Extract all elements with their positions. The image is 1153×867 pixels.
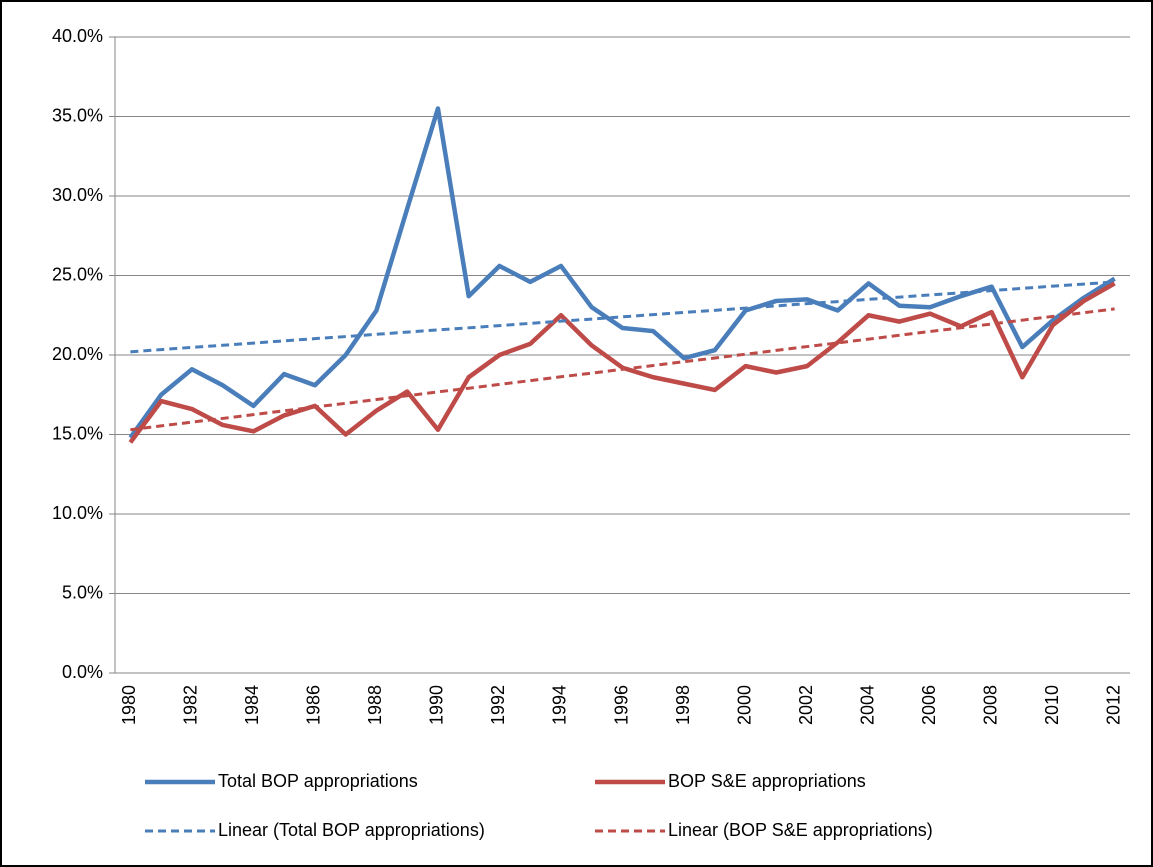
x-tick-label: 1996 [611, 685, 631, 725]
series-line [128, 106, 1116, 439]
x-tick-label: 1990 [427, 685, 447, 725]
legend-label: Linear (Total BOP appropriations) [218, 820, 485, 840]
legend-label: Linear (BOP S&E appropriations) [668, 820, 933, 840]
x-tick-label: 1982 [181, 685, 201, 725]
trend-line [130, 307, 1115, 432]
legend-label: BOP S&E appropriations [668, 771, 866, 791]
x-tick-label: 1988 [365, 685, 385, 725]
y-tick-label: 40.0% [52, 26, 103, 46]
y-tick-label: 5.0% [62, 582, 103, 602]
x-tick-label: 1992 [488, 685, 508, 725]
x-tick-label: 2004 [857, 685, 877, 725]
trend-line [130, 280, 1115, 354]
x-tick-label: 1986 [304, 685, 324, 725]
x-tick-label: 1984 [242, 685, 262, 725]
y-tick-label: 0.0% [62, 662, 103, 682]
x-tick-label: 2010 [1042, 685, 1062, 725]
x-tick-label: 2006 [919, 685, 939, 725]
x-tick-label: 1994 [550, 685, 570, 725]
x-tick-label: 1998 [673, 685, 693, 725]
legend-label: Total BOP appropriations [218, 771, 418, 791]
y-tick-label: 35.0% [52, 105, 103, 125]
x-tick-label: 2012 [1103, 685, 1123, 725]
x-tick-label: 2002 [796, 685, 816, 725]
x-tick-label: 1980 [119, 685, 139, 725]
y-tick-label: 30.0% [52, 185, 103, 205]
x-tick-label: 2000 [734, 685, 754, 725]
series-line [128, 281, 1116, 444]
x-tick-label: 2008 [980, 685, 1000, 725]
y-tick-label: 20.0% [52, 344, 103, 364]
y-tick-label: 15.0% [52, 423, 103, 443]
y-tick-label: 10.0% [52, 503, 103, 523]
y-tick-label: 25.0% [52, 264, 103, 284]
